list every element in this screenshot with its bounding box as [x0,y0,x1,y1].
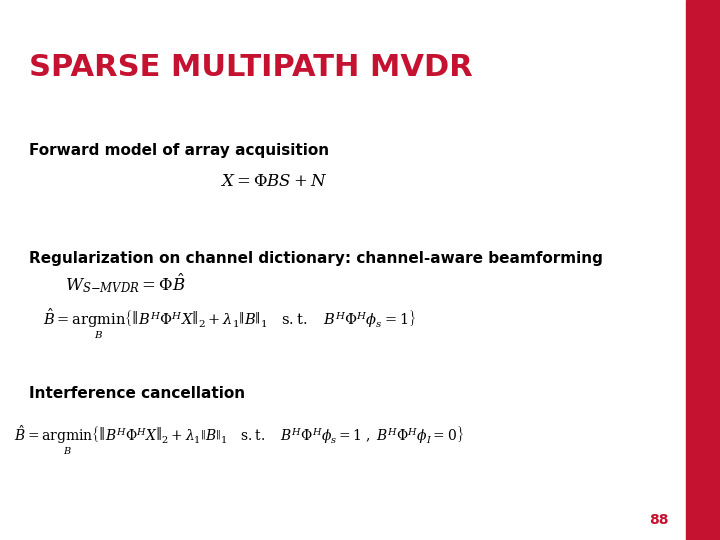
Text: $W_{S\mathrm{-}MVDR} = \Phi\hat{B}$: $W_{S\mathrm{-}MVDR} = \Phi\hat{B}$ [65,272,186,295]
Text: $\hat{B} = \underset{B}{\mathrm{argmin}}\left\{\left\|B^H\Phi^H X\right\|_2 + \l: $\hat{B} = \underset{B}{\mathrm{argmin}}… [43,307,417,341]
Text: 88: 88 [649,512,669,526]
Text: Forward model of array acquisition: Forward model of array acquisition [29,143,329,158]
Text: Regularization on channel dictionary: channel-aware beamforming: Regularization on channel dictionary: ch… [29,251,603,266]
Text: $X = \Phi BS + N$: $X = \Phi BS + N$ [220,172,328,190]
Text: Interference cancellation: Interference cancellation [29,386,245,401]
Text: $\hat{B} = \underset{B}{\mathrm{argmin}}\left\{\left\|B^H\Phi^H X\right\|_2 + \l: $\hat{B} = \underset{B}{\mathrm{argmin}}… [14,423,464,457]
Text: SPARSE MULTIPATH MVDR: SPARSE MULTIPATH MVDR [29,53,472,82]
